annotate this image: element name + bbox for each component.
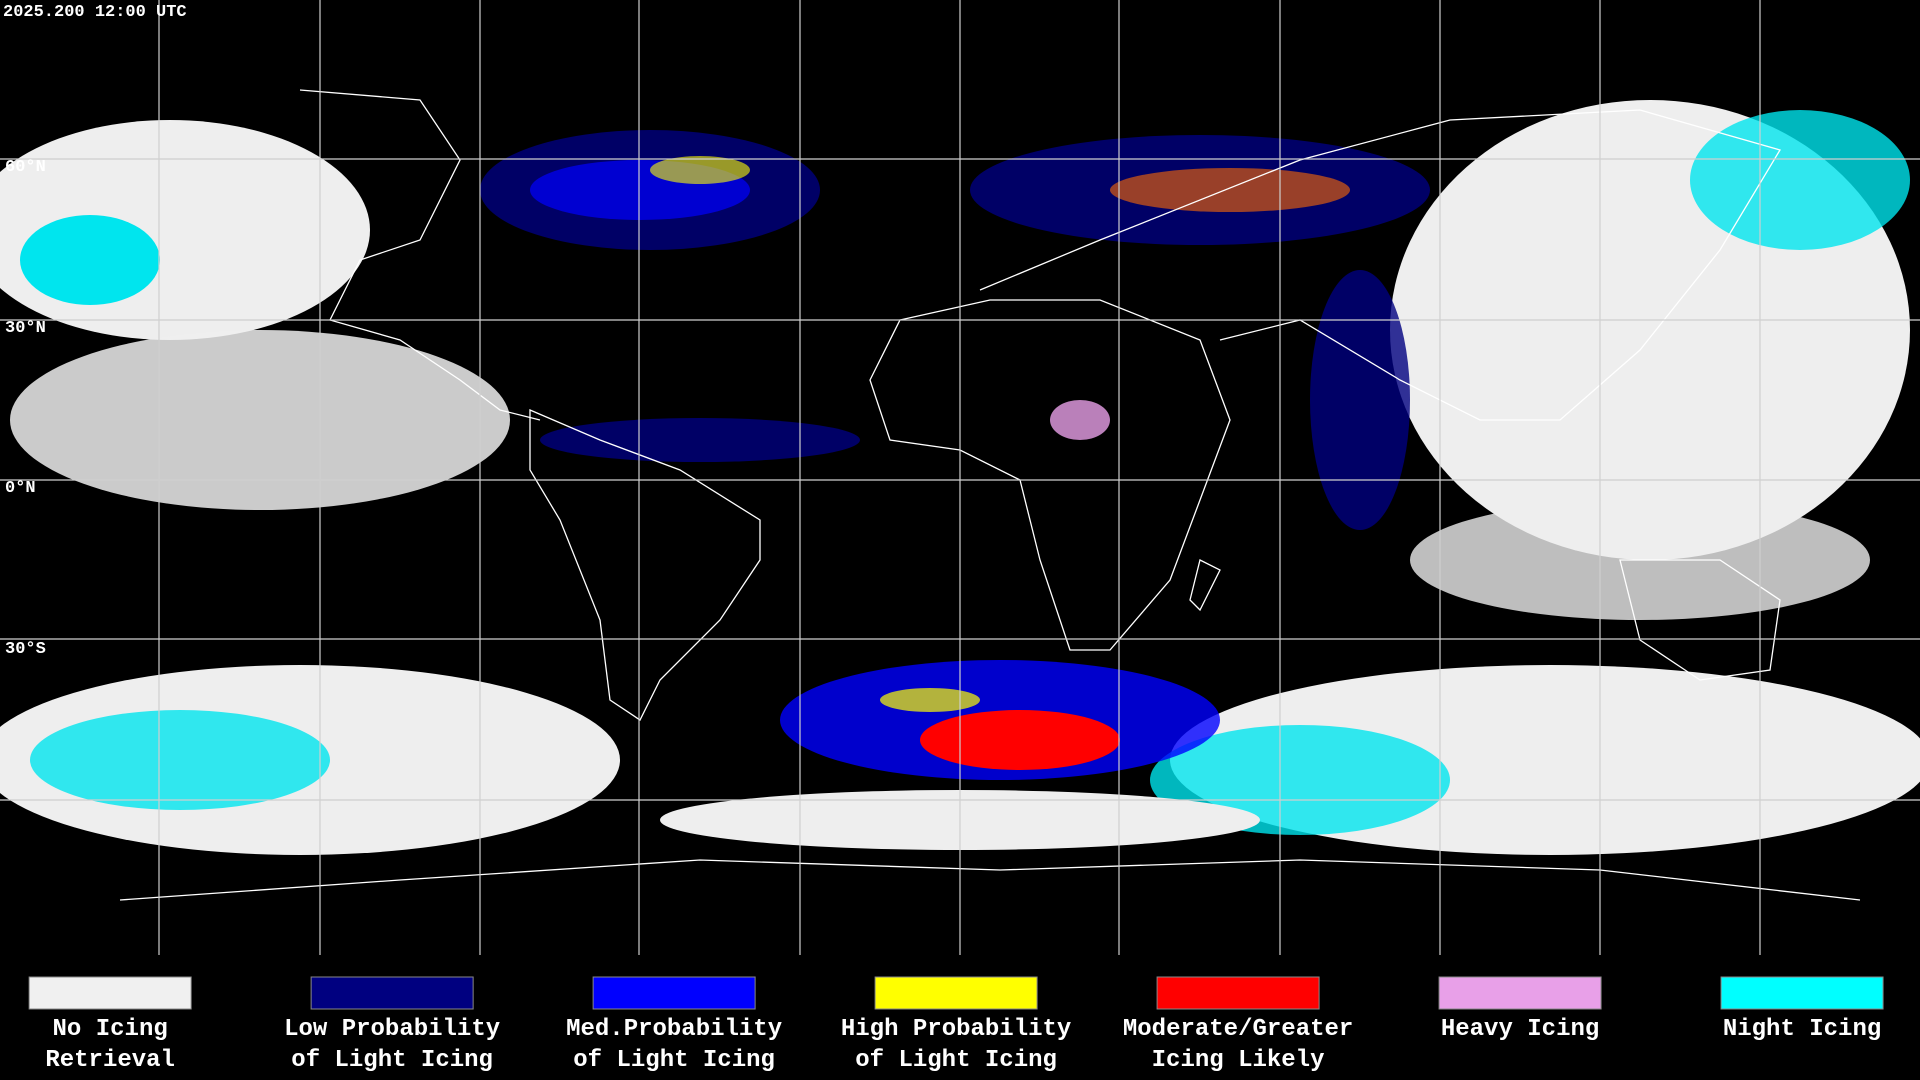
legend-label: High Probability <box>841 1016 1071 1043</box>
timestamp: 2025.200 12:00 UTC <box>3 3 187 22</box>
legend-label: Med.Probability <box>566 1016 782 1043</box>
latitude-label: 30°S <box>5 640 46 659</box>
latitude-label: 0°N <box>5 479 36 498</box>
legend-swatch <box>874 976 1038 1010</box>
latitude-label: 60°N <box>5 158 46 177</box>
icing-retrievals <box>480 130 1430 780</box>
cloud-fields <box>0 100 1920 855</box>
legend-swatch <box>1720 976 1884 1010</box>
legend-label: No Icing <box>53 1016 168 1043</box>
legend-swatch <box>592 976 756 1010</box>
legend-label: Moderate/Greater <box>1123 1016 1353 1043</box>
legend-label: of Light Icing <box>291 1047 493 1074</box>
legend-label: Low Probability <box>284 1016 500 1043</box>
legend-label: Heavy Icing <box>1441 1016 1599 1043</box>
legend-swatch <box>310 976 474 1010</box>
latitude-label: 30°N <box>5 319 46 338</box>
legend-label: of Light Icing <box>573 1047 775 1074</box>
graticule <box>0 0 1920 955</box>
legend-swatch <box>1156 976 1320 1010</box>
legend-label: Icing Likely <box>1152 1047 1325 1074</box>
legend-swatch <box>1438 976 1602 1010</box>
legend-label: Night Icing <box>1723 1016 1881 1043</box>
legend-label: of Light Icing <box>855 1047 1057 1074</box>
legend-swatch <box>28 976 192 1010</box>
legend-label: Retrieval <box>45 1047 175 1074</box>
